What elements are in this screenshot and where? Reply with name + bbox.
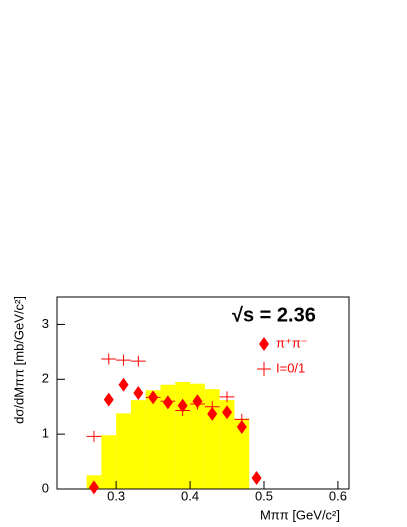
diamond-marker <box>133 386 144 400</box>
histogram-bar <box>116 413 131 489</box>
histogram-bar <box>234 418 250 489</box>
diamond-marker <box>118 377 129 392</box>
histogram-bar <box>130 400 146 489</box>
histogram-bar <box>190 383 205 489</box>
x-tick-label: 0.6 <box>329 488 347 503</box>
x-tick-label: 0.4 <box>181 488 199 503</box>
histogram-bar <box>101 435 117 489</box>
x-axis-label: Mππ [GeV/c²] <box>260 507 340 522</box>
diamond-marker <box>207 406 218 421</box>
x-tick-label: 0.5 <box>255 488 273 503</box>
plot-frame <box>56 296 350 490</box>
error-bar <box>175 405 191 417</box>
error-bar <box>130 355 146 367</box>
histogram-bar <box>145 390 161 489</box>
y-tick-label: 0 <box>42 480 49 495</box>
cross-marker <box>257 362 271 376</box>
error-bar <box>145 391 161 403</box>
histogram-bar <box>160 384 176 489</box>
error-bar <box>160 395 176 407</box>
histogram-bar <box>175 382 191 489</box>
histogram-bar <box>219 400 235 489</box>
diamond-marker <box>259 337 269 351</box>
diamond-marker <box>103 392 114 407</box>
error-bar <box>219 391 235 403</box>
error-bar <box>86 430 102 442</box>
error-bar <box>234 413 250 425</box>
y-tick-label: 3 <box>42 316 49 331</box>
legend-label: π⁺π⁻ <box>276 335 308 350</box>
diamond-marker <box>251 471 262 486</box>
error-bar <box>190 398 205 410</box>
legend-label: I=0/1 <box>276 360 305 375</box>
diamond-marker <box>88 480 99 495</box>
x-tick-label: 0.3 <box>107 488 125 503</box>
error-bar <box>204 401 220 413</box>
error-bar <box>101 353 117 365</box>
y-tick-label: 2 <box>42 371 49 386</box>
annotation: √s = 2.36 <box>232 304 316 326</box>
error-bar <box>116 354 131 366</box>
diamond-marker <box>236 420 247 435</box>
y-tick-label: 1 <box>42 426 49 441</box>
y-axis-label: dσ/dMππ [mb/GeV/c²] <box>11 296 26 424</box>
diamond-marker <box>222 405 233 420</box>
